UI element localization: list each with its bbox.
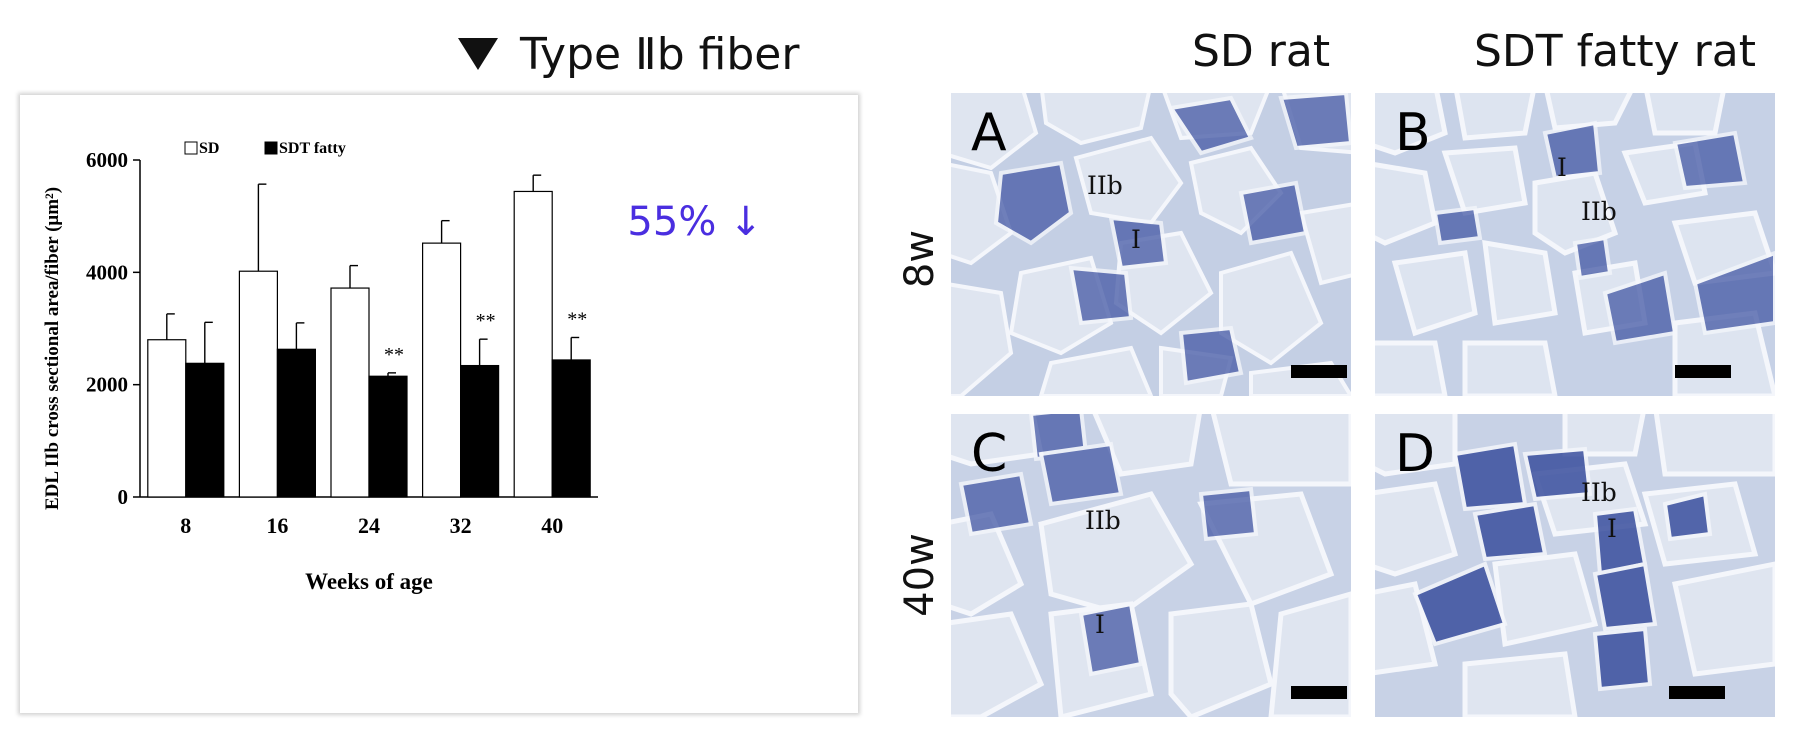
- muscle-section-image: [1375, 93, 1775, 396]
- y-tick-label: 0: [118, 485, 129, 509]
- fiber-label-i: I: [1557, 153, 1567, 182]
- fiber-label-iib: IIb: [1085, 506, 1121, 535]
- heading-text: Type Ⅱb fiber: [520, 28, 800, 80]
- y-tick-label: 4000: [86, 260, 128, 284]
- fiber-label-i: I: [1607, 514, 1617, 543]
- x-tick-label: 24: [358, 513, 380, 538]
- x-tick-label: 32: [450, 513, 472, 538]
- fiber-label-iib: IIb: [1581, 478, 1617, 507]
- x-tick-label: 8: [180, 513, 191, 538]
- down-triangle-icon: [458, 38, 498, 70]
- micrograph-grid: A IIb I: [951, 93, 1776, 717]
- fiber-label-iib: IIb: [1581, 197, 1617, 226]
- fiber-label-i: I: [1095, 610, 1105, 639]
- percent-decrease-annotation: 55% ↓: [627, 199, 762, 245]
- scale-bar: [1291, 365, 1347, 378]
- bar-sdt-fatty: [551, 359, 591, 498]
- muscle-section-image: [951, 93, 1351, 396]
- y-tick-label: 6000: [86, 148, 128, 172]
- panel-letter-a: A: [971, 103, 1007, 163]
- figure-heading: Type Ⅱb fiber: [458, 26, 799, 82]
- bar-sdt-fatty: [276, 348, 316, 498]
- bar-sdt-fatty: [460, 364, 500, 498]
- panel-letter-c: C: [971, 424, 1008, 484]
- column-title-sdt-fatty: SDT fatty rat: [1474, 26, 1756, 77]
- significance-marker: **: [476, 310, 496, 332]
- y-tick-label: 2000: [86, 373, 128, 397]
- bar-sdt-fatty: [185, 362, 225, 498]
- bar-sd: [147, 339, 187, 498]
- fiber-label-iib: IIb: [1087, 171, 1123, 200]
- significance-marker: **: [567, 308, 587, 330]
- x-tick-label: 16: [266, 513, 288, 538]
- legend-swatch-sd: [184, 141, 198, 155]
- scale-bar: [1675, 365, 1731, 378]
- micrograph-panel-d: D IIb I: [1375, 414, 1775, 717]
- scale-bar: [1291, 686, 1347, 699]
- bar-sd: [513, 190, 553, 498]
- bar-chart: 0 2000 4000 6000 8 16 ** 24 ** 32 ** 40 Weeks of age…: [42, 140, 763, 594]
- muscle-section-image: [951, 414, 1351, 717]
- bar-sd: [330, 287, 370, 498]
- bar-chart-panel: 0 2000 4000 6000 8 16 ** 24 ** 32 ** 40 Weeks of age…: [20, 95, 858, 713]
- muscle-section-image: [1375, 414, 1775, 717]
- bar-sdt-fatty: [368, 375, 408, 498]
- legend-swatch-sdt-fatty: [264, 141, 278, 155]
- y-axis-title: EDL IIb cross sectional area/fiber (μm²): [42, 187, 63, 510]
- scale-bar: [1669, 686, 1725, 699]
- x-axis-title: Weeks of age: [305, 569, 433, 594]
- panel-letter-b: B: [1395, 103, 1431, 163]
- column-title-sd: SD rat: [1192, 26, 1331, 77]
- panel-letter-d: D: [1395, 424, 1436, 484]
- micrograph-panel-a: A IIb I: [951, 93, 1351, 396]
- significance-marker: **: [384, 344, 404, 366]
- micrograph-panel-b: B I IIb: [1375, 93, 1775, 396]
- legend-label-sdt-fatty: SDT fatty: [279, 140, 346, 157]
- bar-sd: [422, 242, 462, 498]
- legend-label-sd: SD: [199, 140, 219, 157]
- fiber-label-i: I: [1131, 225, 1141, 254]
- row-label-8w: 8w: [897, 229, 943, 289]
- x-tick-label: 40: [541, 513, 563, 538]
- micrograph-panel-c: C IIb I: [951, 414, 1351, 717]
- bar-sd: [238, 270, 278, 498]
- row-label-40w: 40w: [897, 533, 943, 617]
